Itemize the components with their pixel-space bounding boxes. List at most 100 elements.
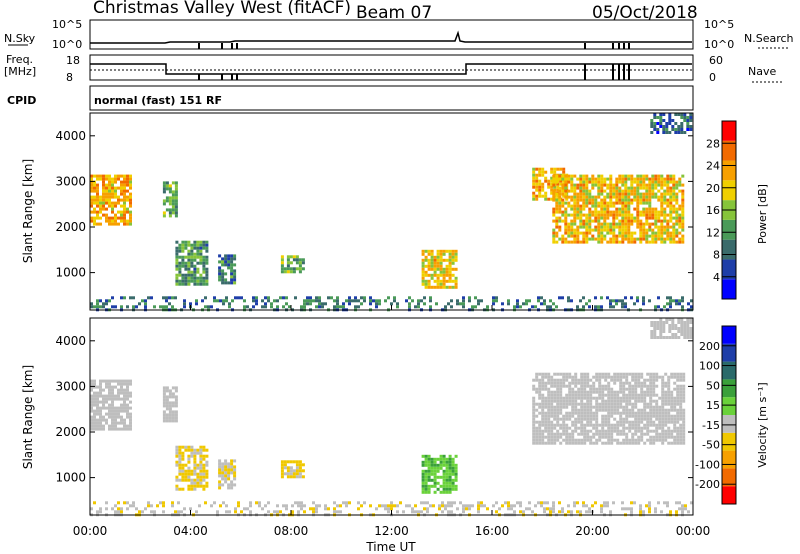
data-cell [199, 282, 203, 286]
data-cell [579, 198, 583, 202]
data-cell [297, 504, 300, 508]
data-cell [663, 219, 667, 223]
data-cell [175, 255, 179, 259]
data-cell [627, 219, 631, 223]
data-cell [634, 390, 638, 394]
data-cell [645, 198, 649, 202]
data-cell [669, 186, 673, 190]
data-cell [178, 243, 182, 247]
data-cell [682, 441, 686, 445]
data-cell [651, 222, 655, 226]
data-cell [333, 507, 336, 511]
data-cell [424, 472, 428, 476]
data-cell [205, 481, 209, 485]
data-cell [600, 237, 604, 241]
data-cell [583, 441, 587, 445]
data-cell [672, 192, 676, 196]
data-cell [227, 477, 231, 481]
data-cell [424, 481, 428, 485]
data-cell [451, 463, 455, 467]
data-cell [670, 420, 674, 424]
data-cell [541, 438, 545, 442]
data-cell [607, 435, 611, 439]
data-cell [582, 186, 586, 190]
data-cell [178, 478, 182, 482]
data-cell [555, 305, 558, 309]
data-cell [579, 225, 583, 229]
data-cell [618, 192, 622, 196]
data-cell [580, 399, 584, 403]
data-cell [679, 429, 683, 433]
data-cell [582, 198, 586, 202]
data-cell [541, 441, 545, 445]
data-cell [565, 197, 569, 201]
data-cell [658, 408, 662, 412]
data-cell [645, 201, 649, 205]
data-cell [114, 421, 117, 425]
data-cell [218, 462, 222, 466]
data-cell [607, 429, 611, 433]
data-cell [648, 192, 652, 196]
data-cell [664, 381, 668, 385]
data-cell [624, 201, 628, 205]
data-cell [114, 180, 117, 184]
data-cell [585, 186, 589, 190]
data-cell [436, 279, 440, 283]
data-cell [184, 246, 188, 250]
data-cell [129, 216, 132, 220]
data-cell [459, 302, 462, 306]
data-cell [102, 174, 105, 178]
data-cell [574, 399, 578, 403]
data-cell [672, 216, 676, 220]
data-cell [387, 296, 390, 300]
data-cell [624, 216, 628, 220]
data-cell [622, 438, 626, 442]
data-cell [147, 501, 150, 505]
data-cell [129, 382, 132, 386]
data-cell [108, 403, 111, 407]
data-cell [390, 504, 393, 508]
data-cell [553, 396, 557, 400]
data-cell [538, 185, 542, 189]
data-cell [181, 276, 185, 280]
data-cell [445, 481, 449, 485]
colorbar-segment [722, 279, 736, 299]
data-cell [544, 372, 548, 376]
data-cell [96, 400, 99, 404]
data-cell [601, 399, 605, 403]
data-cell [555, 240, 559, 244]
data-cell [190, 258, 194, 262]
data-cell [120, 192, 123, 196]
data-cell [592, 390, 596, 394]
data-cell [603, 501, 606, 505]
data-cell [651, 237, 655, 241]
data-cell [615, 186, 619, 190]
colorbar-segment [722, 450, 736, 469]
data-cell [120, 198, 123, 202]
data-cell [224, 272, 228, 276]
data-cell [532, 182, 536, 186]
data-cell [655, 405, 659, 409]
data-cell [658, 426, 662, 430]
data-cell [132, 501, 135, 505]
colorbar-segment [722, 326, 736, 344]
data-cell [181, 240, 185, 244]
data-cell [129, 418, 132, 422]
data-cell [199, 249, 203, 253]
data-cell [682, 390, 686, 394]
data-cell [607, 384, 611, 388]
data-cell [129, 192, 132, 196]
data-cell [424, 469, 428, 473]
data-cell [430, 484, 434, 488]
data-cell [573, 213, 577, 217]
data-cell [295, 466, 299, 470]
data-cell [190, 249, 194, 253]
data-cell [622, 420, 626, 424]
data-cell [168, 202, 172, 206]
data-cell [667, 402, 671, 406]
data-cell [678, 204, 682, 208]
data-cell [606, 240, 610, 244]
data-cell [586, 375, 590, 379]
data-cell [636, 222, 640, 226]
data-cell [642, 192, 646, 196]
